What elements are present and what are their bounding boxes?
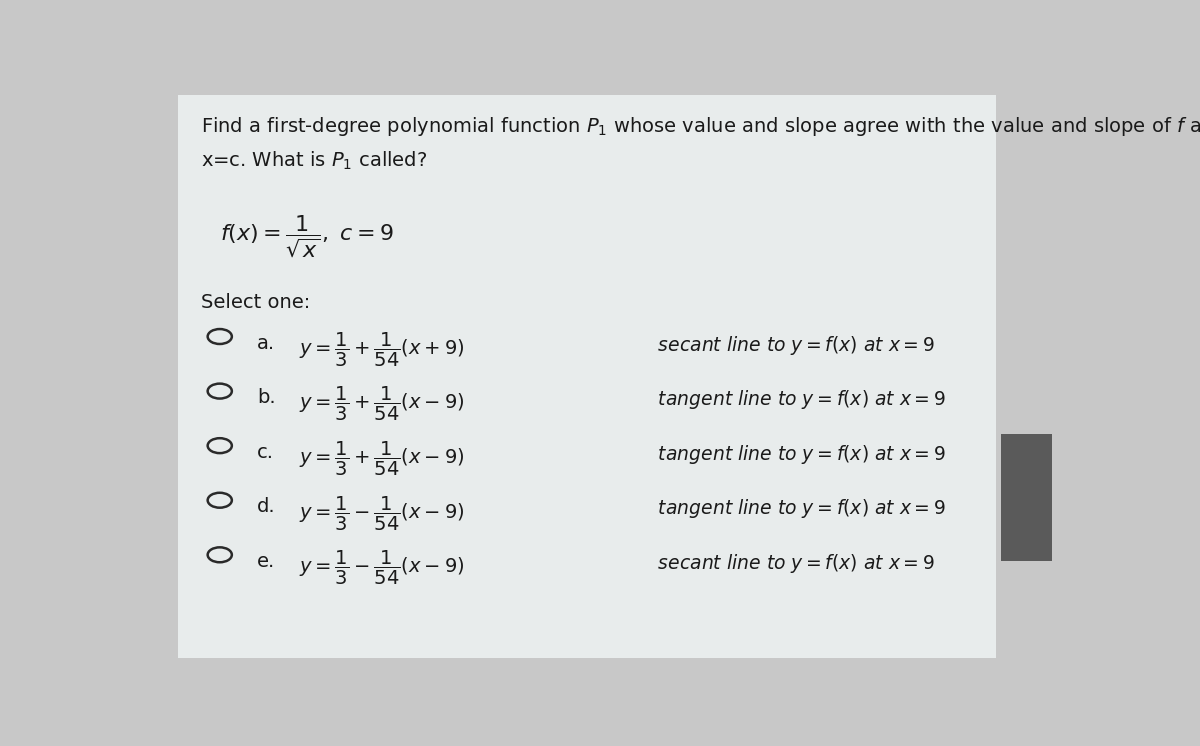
Text: $y=\dfrac{1}{3}-\dfrac{1}{54}(x-9)$: $y=\dfrac{1}{3}-\dfrac{1}{54}(x-9)$ bbox=[299, 549, 464, 587]
Text: b.: b. bbox=[257, 388, 276, 407]
FancyBboxPatch shape bbox=[178, 95, 996, 658]
Text: tangent line to $y=f(x)$ at $x=9$: tangent line to $y=f(x)$ at $x=9$ bbox=[653, 388, 946, 411]
Text: Select one:: Select one: bbox=[202, 293, 311, 313]
FancyBboxPatch shape bbox=[1001, 434, 1052, 560]
Text: c.: c. bbox=[257, 443, 274, 462]
Text: secant line to $y=f(x)$ at $x=9$: secant line to $y=f(x)$ at $x=9$ bbox=[653, 333, 935, 357]
Text: secant line to $y=f(x)$ at $x=9$: secant line to $y=f(x)$ at $x=9$ bbox=[653, 552, 935, 575]
Text: x=c. What is $P_1$ called?: x=c. What is $P_1$ called? bbox=[202, 150, 427, 172]
Text: $y=\dfrac{1}{3}+\dfrac{1}{54}(x-9)$: $y=\dfrac{1}{3}+\dfrac{1}{54}(x-9)$ bbox=[299, 386, 464, 424]
Text: tangent line to $y=f(x)$ at $x=9$: tangent line to $y=f(x)$ at $x=9$ bbox=[653, 443, 946, 466]
Text: e.: e. bbox=[257, 552, 275, 571]
Text: d.: d. bbox=[257, 498, 276, 516]
Text: Find a first-degree polynomial function $P_1$ whose value and slope agree with t: Find a first-degree polynomial function … bbox=[202, 116, 1200, 138]
Text: $y=\dfrac{1}{3}-\dfrac{1}{54}(x-9)$: $y=\dfrac{1}{3}-\dfrac{1}{54}(x-9)$ bbox=[299, 495, 464, 533]
Text: $f(x) = \dfrac{1}{\sqrt{x}},\ c=9$: $f(x) = \dfrac{1}{\sqrt{x}},\ c=9$ bbox=[220, 213, 394, 259]
Text: tangent line to $y=f(x)$ at $x=9$: tangent line to $y=f(x)$ at $x=9$ bbox=[653, 498, 946, 521]
Text: a.: a. bbox=[257, 333, 275, 353]
Text: $y=\dfrac{1}{3}+\dfrac{1}{54}(x-9)$: $y=\dfrac{1}{3}+\dfrac{1}{54}(x-9)$ bbox=[299, 440, 464, 478]
Text: $y=\dfrac{1}{3}+\dfrac{1}{54}(x+9)$: $y=\dfrac{1}{3}+\dfrac{1}{54}(x+9)$ bbox=[299, 330, 464, 369]
